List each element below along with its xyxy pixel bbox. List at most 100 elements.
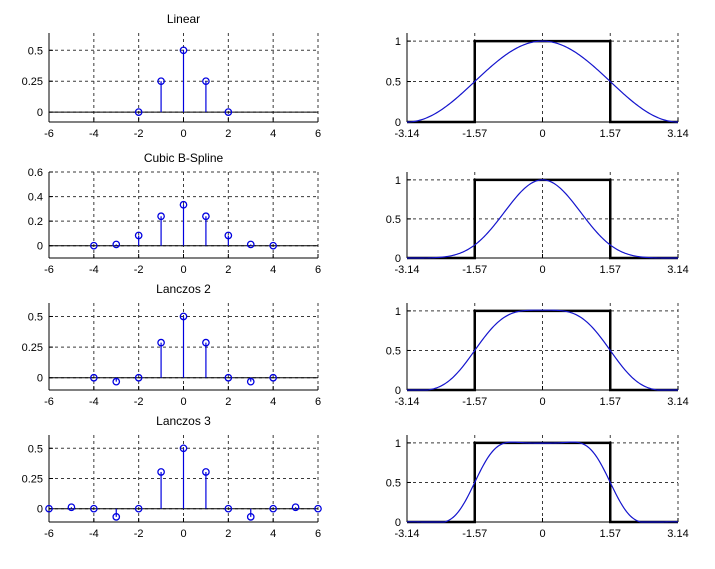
stem-marker: [89, 241, 98, 250]
x-tick-label: -4: [89, 128, 99, 140]
x-tick-label: -2: [134, 528, 144, 540]
subplot-lanczos-3-response: -3.14 -1.57 0 1.57 3.14 0 0.5 1: [358, 418, 715, 569]
stem-marker: [134, 231, 143, 240]
response-plot-lanczos-3: -3.14 -1.57 0 1.57 3.14 0 0.5 1: [386, 435, 689, 540]
x-tick-label: 6: [315, 528, 321, 540]
y-tick-label: 0: [395, 517, 401, 529]
stem-marker: [134, 373, 143, 382]
stem-marker: [246, 513, 255, 521]
subplot-lanczos-3-kernel: Lanczos 3 -6 -4 -2 0 2 4 6 0 0.25 0.5: [0, 414, 358, 569]
subplot-cubic-b-spline-response: -3.14 -1.57 0 1.57 3.14 0 0.5 1: [358, 145, 715, 280]
x-tick-label: -3.14: [394, 128, 419, 140]
x-tick-label: 3.14: [667, 528, 688, 540]
y-tick-label: 0: [37, 504, 43, 516]
stem-marker: [157, 77, 165, 86]
stem-marker: [112, 240, 121, 249]
x-tick-label: -3.14: [394, 264, 419, 276]
plot-title-lanczos-2: Lanczos 2: [156, 282, 211, 296]
x-tick-label: 1.57: [600, 528, 621, 540]
y-tick-label: 0.5: [386, 77, 401, 89]
y-tick-label: 1: [395, 175, 401, 187]
stem-marker: [202, 77, 210, 86]
plot-title-linear: Linear: [166, 12, 201, 26]
y-tick-label: 0.5: [386, 477, 401, 489]
stem-marker: [89, 373, 98, 382]
stem-marker: [224, 231, 233, 240]
stem-marker: [224, 108, 233, 116]
stem-plot-cubic-b-spline: -6 -4 -2 0 2 4 6 0 0.2 0.4 0.6: [28, 167, 321, 276]
stem-marker: [246, 377, 255, 386]
stem-marker: [157, 212, 165, 221]
ideal-filter-outline: [407, 309, 678, 392]
subplot-linear-response: -3.14 -1.57 0 1.57 3.14 0 0.5 1: [358, 0, 715, 145]
stem-marker: [157, 468, 165, 476]
stem-marker: [269, 373, 278, 382]
x-tick-label: 6: [315, 396, 321, 408]
stem-marker: [202, 468, 210, 476]
response-plot-cubic-b-spline: -3.14 -1.57 0 1.57 3.14 0 0.5 1: [386, 172, 689, 276]
x-tick-label: -3.14: [394, 396, 419, 408]
x-tick-label: 2: [225, 128, 231, 140]
stem-marker: [314, 504, 322, 513]
x-tick-label: 0: [180, 396, 186, 408]
x-tick-label: 0: [539, 264, 545, 276]
y-tick-label: 0.25: [22, 474, 43, 486]
stem-plot-lanczos-2: -6 -4 -2 0 2 4 6 0 0.25 0.5: [22, 303, 321, 408]
plot-title-cubic-b-spline: Cubic B-Spline: [143, 151, 224, 165]
y-tick-label: 0: [395, 253, 401, 265]
stem-marker: [179, 46, 188, 55]
x-tick-label: -1.57: [462, 528, 487, 540]
frequency-response-curve: [406, 40, 679, 123]
x-tick-label: 1.57: [600, 396, 621, 408]
y-tick-label: 1: [395, 306, 401, 318]
y-tick-label: 0.25: [22, 76, 43, 88]
stem-marker: [202, 338, 210, 347]
x-tick-label: 4: [270, 128, 276, 140]
y-tick-label: 0.5: [28, 311, 43, 323]
x-tick-label: -2: [134, 264, 144, 276]
x-tick-label: 3.14: [667, 264, 688, 276]
x-tick-label: -6: [44, 128, 54, 140]
x-tick-label: 0: [539, 528, 545, 540]
x-tick-label: -1.57: [462, 264, 487, 276]
x-tick-label: 2: [225, 528, 231, 540]
x-tick-label: -1.57: [462, 128, 487, 140]
x-tick-label: -2: [134, 396, 144, 408]
subplot-cubic-b-spline-kernel: Cubic B-Spline -6 -4 -2 0 2 4 6 0 0.2 0.4 0.6: [0, 145, 358, 280]
x-tick-label: 4: [270, 528, 276, 540]
stem-marker: [269, 241, 278, 250]
x-tick-label: 0: [180, 264, 186, 276]
stem-marker: [269, 504, 278, 513]
y-tick-label: 0.5: [386, 214, 401, 226]
y-tick-label: 0.25: [22, 342, 43, 354]
stem-marker: [45, 504, 53, 513]
y-tick-label: 0: [395, 117, 401, 129]
stem-marker: [179, 444, 188, 453]
x-tick-label: -6: [44, 528, 54, 540]
stem-marker: [246, 240, 255, 249]
y-tick-label: 1: [395, 438, 401, 450]
x-tick-label: 0: [180, 128, 186, 140]
x-tick-label: -6: [44, 264, 54, 276]
stem-marker: [67, 503, 76, 512]
x-tick-label: 1.57: [600, 128, 621, 140]
x-tick-label: 2: [225, 396, 231, 408]
stem-marker: [157, 338, 165, 347]
x-tick-label: 6: [315, 264, 321, 276]
stem-marker: [112, 377, 121, 386]
y-tick-label: 0: [395, 385, 401, 397]
stem-marker: [134, 108, 143, 116]
x-tick-label: -1.57: [462, 396, 487, 408]
x-tick-label: 0: [539, 396, 545, 408]
y-tick-label: 0.6: [28, 167, 43, 179]
x-tick-label: -6: [44, 396, 54, 408]
y-tick-label: 0.2: [28, 216, 43, 228]
frequency-response-curve: [407, 179, 678, 259]
x-tick-label: 2: [225, 264, 231, 276]
x-tick-label: 0: [180, 528, 186, 540]
stem-marker: [224, 373, 233, 382]
subplot-lanczos-2-response: -3.14 -1.57 0 1.57 3.14 0 0.5 1: [358, 280, 715, 418]
frequency-response-curve: [406, 441, 679, 523]
x-tick-label: 4: [270, 396, 276, 408]
